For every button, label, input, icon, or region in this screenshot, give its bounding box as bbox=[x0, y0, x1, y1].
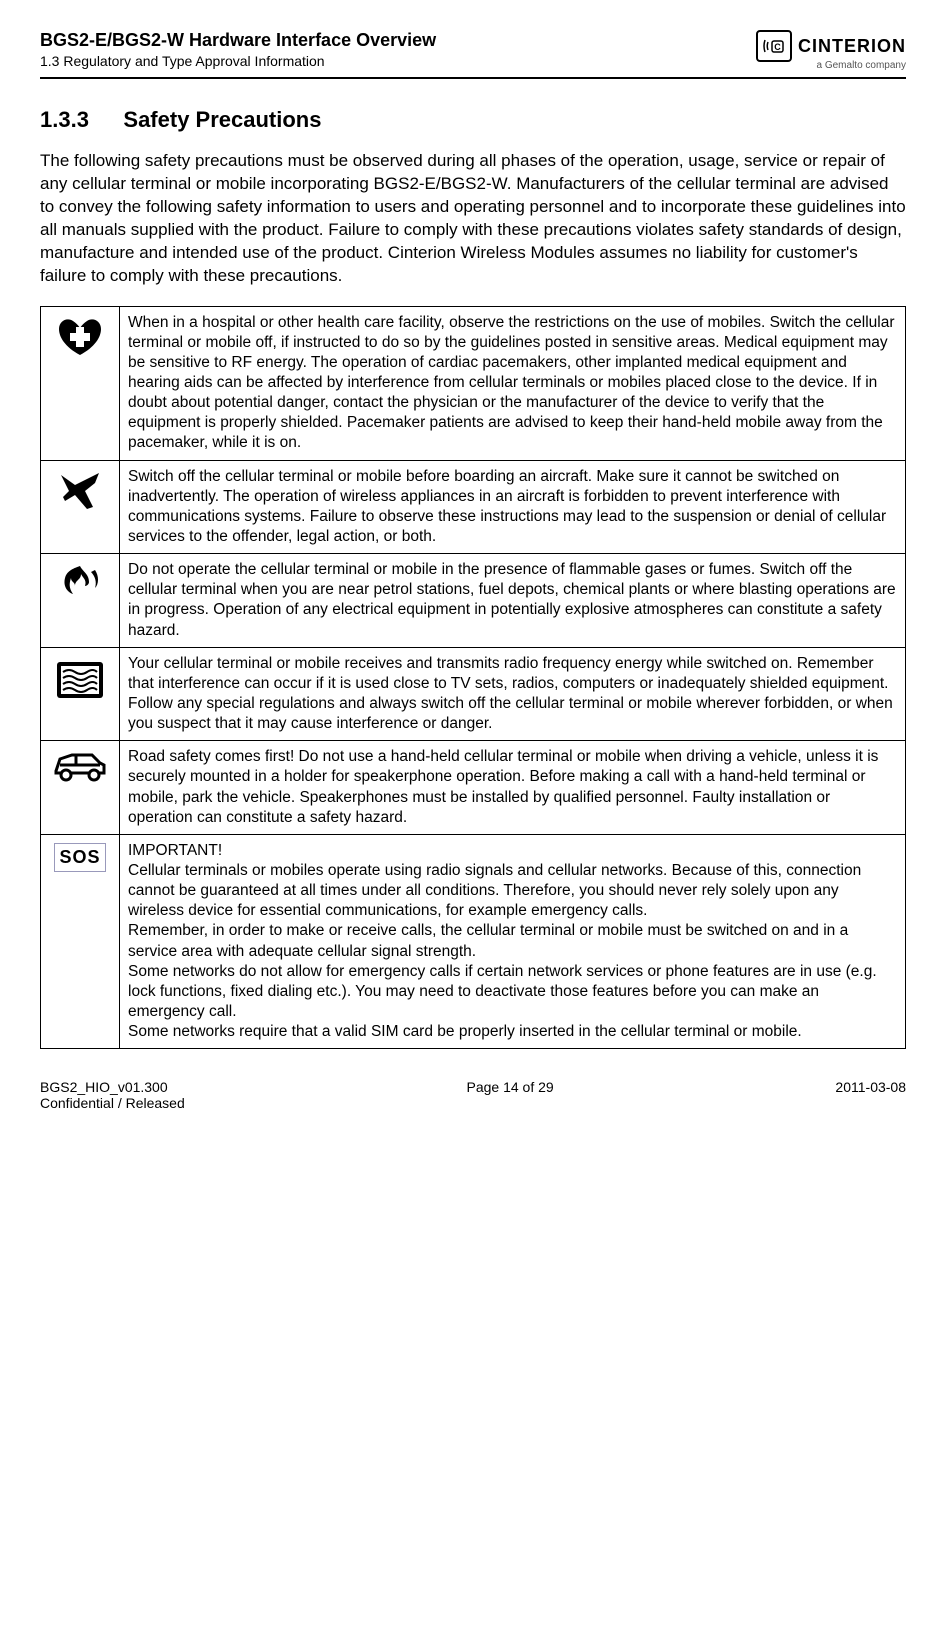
radio-icon bbox=[41, 647, 120, 741]
rf-chip-icon: C bbox=[756, 30, 792, 62]
flame-icon bbox=[41, 554, 120, 648]
footer-date: 2011-03-08 bbox=[835, 1079, 906, 1111]
footer-confidentiality: Confidential / Released bbox=[40, 1095, 185, 1111]
precaution-text: Switch off the cellular terminal or mobi… bbox=[120, 460, 906, 554]
table-row: Road safety comes first! Do not use a ha… bbox=[41, 741, 906, 835]
page-header: BGS2-E/BGS2-W Hardware Interface Overvie… bbox=[40, 30, 906, 79]
footer-left: BGS2_HIO_v01.300 Confidential / Released bbox=[40, 1079, 185, 1111]
section-number: 1.3.3 bbox=[40, 107, 89, 133]
section-title: Safety Precautions bbox=[123, 107, 321, 132]
svg-text:C: C bbox=[774, 42, 781, 52]
car-icon bbox=[41, 741, 120, 835]
brand-logo: C CINTERION a Gemalto company bbox=[756, 30, 906, 71]
section-header: 1.3.3 Safety Precautions bbox=[40, 107, 906, 133]
table-row: Your cellular terminal or mobile receive… bbox=[41, 647, 906, 741]
doc-subtitle: 1.3 Regulatory and Type Approval Informa… bbox=[40, 53, 436, 69]
table-row: When in a hospital or other health care … bbox=[41, 306, 906, 460]
logo-main: C CINTERION bbox=[756, 30, 906, 62]
precaution-text: When in a hospital or other health care … bbox=[120, 306, 906, 460]
precautions-body: When in a hospital or other health care … bbox=[41, 306, 906, 1049]
table-row: SOSIMPORTANT!Cellular terminals or mobil… bbox=[41, 834, 906, 1048]
hospital-icon bbox=[41, 306, 120, 460]
precaution-text: Road safety comes first! Do not use a ha… bbox=[120, 741, 906, 835]
sos-icon: SOS bbox=[41, 834, 120, 1048]
logo-brand-text: CINTERION bbox=[798, 36, 906, 57]
intro-paragraph: The following safety precautions must be… bbox=[40, 150, 906, 288]
precaution-text: Do not operate the cellular terminal or … bbox=[120, 554, 906, 648]
footer-page: Page 14 of 29 bbox=[467, 1079, 554, 1111]
table-row: Do not operate the cellular terminal or … bbox=[41, 554, 906, 648]
footer-docid: BGS2_HIO_v01.300 bbox=[40, 1079, 168, 1095]
table-row: Switch off the cellular terminal or mobi… bbox=[41, 460, 906, 554]
header-left: BGS2-E/BGS2-W Hardware Interface Overvie… bbox=[40, 30, 436, 69]
page-footer: BGS2_HIO_v01.300 Confidential / Released… bbox=[0, 1069, 946, 1131]
precaution-text: Your cellular terminal or mobile receive… bbox=[120, 647, 906, 741]
doc-title: BGS2-E/BGS2-W Hardware Interface Overvie… bbox=[40, 30, 436, 51]
airplane-icon bbox=[41, 460, 120, 554]
precaution-text: IMPORTANT!Cellular terminals or mobiles … bbox=[120, 834, 906, 1048]
precautions-table: When in a hospital or other health care … bbox=[40, 306, 906, 1050]
